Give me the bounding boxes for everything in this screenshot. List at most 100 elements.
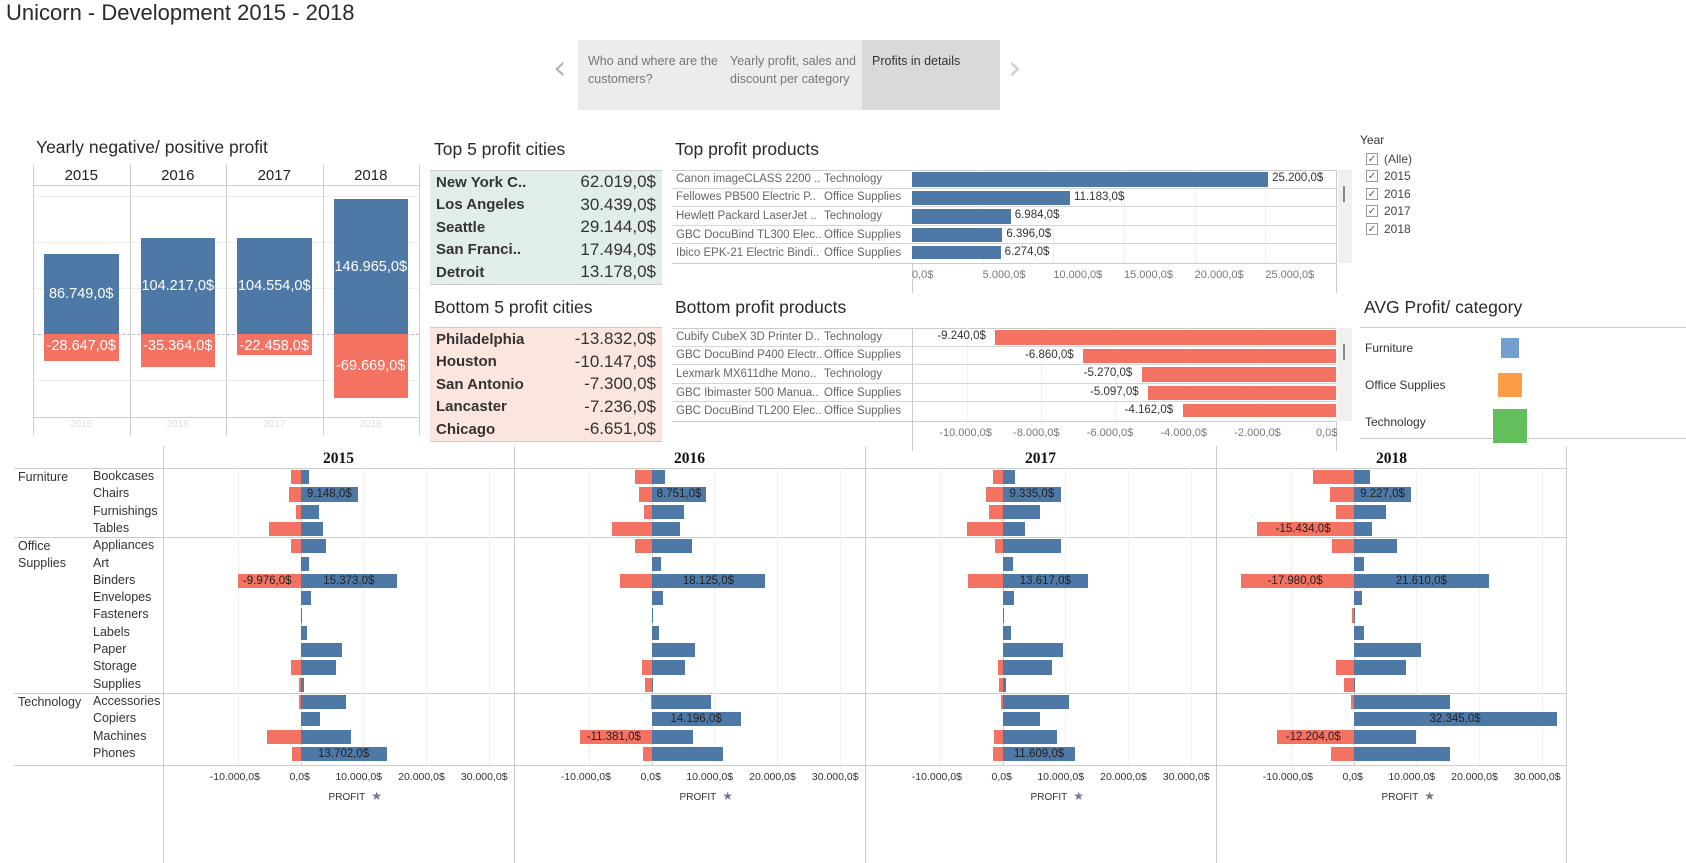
year-filter-option[interactable]: ✓ 2017 (1366, 203, 1412, 221)
subcategory-label: Chairs (93, 486, 130, 501)
product-category: Office Supplies (824, 191, 902, 204)
positive-profit-bar (651, 625, 660, 640)
positive-profit-bar: 146.965,0$ (333, 198, 408, 335)
rows-viewport: Cubify CubeX 3D Printer D.. Technology -9.… (672, 328, 1336, 417)
product-row: Ibico EPK-21 Electric Bindi.. Office Supp… (672, 244, 1336, 259)
city-profit-value: 62.019,0$ (580, 172, 656, 192)
city-row: Los Angeles 30.439,0$ (430, 194, 662, 217)
checkbox-checked-icon[interactable]: ✓ (1366, 205, 1378, 218)
negative-profit-bar (289, 487, 301, 502)
year-filter-option[interactable]: ✓ 2016 (1366, 185, 1412, 203)
table-bottom-border (672, 421, 1336, 422)
gridline (714, 468, 716, 766)
checkbox-checked-icon[interactable]: ✓ (1366, 152, 1378, 165)
product-row: GBC Ibimaster 500 Manua.. Office Supplies (672, 384, 1336, 403)
positive-profit-bar (300, 504, 319, 519)
year-filter-option[interactable]: ✓ (Alle) (1366, 150, 1412, 168)
pin-icon[interactable]: ★ (1424, 789, 1435, 804)
city-profit-value: -7.300,0$ (584, 374, 656, 394)
gridline (363, 468, 365, 766)
pin-icon[interactable]: ★ (722, 789, 733, 804)
category-label: Technology (18, 694, 82, 709)
bar-value-label: -35.364,0$ (143, 338, 213, 355)
negative-profit-bar: -35.364,0$ (140, 334, 215, 367)
story-tab-yearly-profit[interactable]: Yearly profit, sales and discount per ca… (720, 40, 870, 110)
product-name: Cubify CubeX 3D Printer D.. (676, 330, 820, 343)
x-tick-label: 30.000,0$ (460, 771, 508, 784)
city-row: San Antonio -7.300,0$ (430, 373, 662, 396)
gridline (1479, 468, 1481, 766)
negative-profit-bar (1000, 694, 1003, 710)
subcategory-label: Appliances (93, 538, 155, 553)
city-name: Houston (436, 353, 497, 371)
negative-profit-bar (998, 660, 1003, 675)
x-tick-label: -10.000,0$ (1262, 771, 1313, 784)
subcategory-label: Fasteners (93, 607, 149, 622)
bottom-cities-title: Bottom 5 profit cities (434, 297, 593, 317)
gridline (1124, 170, 1125, 263)
positive-profit-bar (651, 504, 684, 519)
subcategory-label: Binders (93, 572, 136, 587)
bar-value-label: -9.240,0$ (937, 330, 986, 342)
year-footer-label: 2018 (359, 419, 382, 430)
scrollbar-thumb[interactable] (1343, 186, 1345, 202)
positive-profit-bar (1353, 677, 1356, 692)
pin-icon[interactable]: ★ (371, 789, 382, 804)
negative-profit-bar (1335, 504, 1354, 519)
negative-profit-bar (296, 504, 301, 519)
category-label: Furniture (18, 470, 69, 484)
checkbox-checked-icon[interactable]: ✓ (1366, 187, 1378, 200)
bar-value-label: 13.702,0$ (317, 747, 370, 760)
x-tick-label: 0,0$ (912, 269, 934, 281)
bar-value-label: -4.162,0$ (1124, 404, 1174, 417)
pin-icon[interactable]: ★ (1073, 789, 1084, 804)
story-tab-profits-details[interactable]: Profits in details (862, 40, 1000, 110)
chevron-right-icon[interactable]: › (1008, 48, 1022, 88)
plot-left-axis (912, 328, 913, 451)
subcategory-label: Art (93, 555, 109, 570)
checkbox-checked-icon[interactable]: ✓ (1366, 222, 1378, 235)
chevron-left-icon[interactable]: ‹ (553, 48, 567, 88)
x-axis-title-text: PROFIT (1030, 792, 1068, 804)
positive-profit-bar (300, 729, 352, 744)
negative-profit-bar (1141, 367, 1336, 382)
negative-profit-bar (1312, 470, 1354, 485)
x-axis-title: PROFIT ★ (1382, 789, 1435, 803)
x-axis-title-text: PROFIT (328, 792, 366, 804)
product-row: GBC DocuBind P400 Electr.. Office Supplie… (672, 347, 1336, 366)
negative-profit-bar (992, 470, 1003, 485)
subcategory-label: Storage (93, 659, 137, 674)
negative-profit-bar: -12.204,0$ (1276, 729, 1354, 744)
checkbox-checked-icon[interactable]: ✓ (1366, 170, 1378, 183)
positive-profit-bar (651, 643, 695, 658)
positive-profit-bar: 13.702,0$ (300, 746, 387, 762)
year-filter-option[interactable]: ✓ 2015 (1366, 168, 1412, 186)
bar-value-label: 9.335,0$ (1009, 488, 1055, 501)
city-row: Philadelphia -13.832,0$ (430, 328, 662, 351)
bar-value-label: 6.396,0$ (1006, 227, 1052, 240)
scrollbar-thumb[interactable] (1343, 344, 1345, 360)
x-tick-label: 20.000,0$ (1194, 269, 1244, 281)
scrollbar-track[interactable] (1338, 170, 1352, 263)
table-bottom-border (672, 263, 1336, 264)
negative-profit-bar (612, 521, 652, 537)
gridline (1053, 170, 1055, 263)
city-row: Lancaster -7.236,0$ (430, 396, 662, 419)
positive-profit-bar (651, 591, 664, 606)
city-name: New York C.. (436, 173, 527, 191)
negative-profit-bar (639, 487, 652, 502)
scrollbar-track[interactable] (1338, 328, 1352, 421)
city-profit-value: 17.494,0$ (580, 239, 656, 259)
positive-profit-bar: 104.217,0$ (140, 238, 215, 335)
panel-divider (1566, 446, 1567, 863)
bar-value-label: 21.610,0$ (1395, 574, 1447, 587)
city-row: Seattle 29.144,0$ (430, 216, 662, 239)
negative-profit-bar (995, 330, 1336, 345)
product-category: Office Supplies (824, 247, 902, 259)
year-filter: Year ✓ (Alle) ✓ 2015 ✓ 2016 ✓ 2017 ✓ 2018 (1360, 133, 1412, 238)
x-tick-label: 20.000,0$ (1451, 771, 1498, 784)
story-tab-customers[interactable]: Who and where are the customers? (578, 40, 728, 110)
gridline (1041, 328, 1043, 421)
x-tick-label: 0,0$ (289, 771, 310, 784)
year-filter-option[interactable]: ✓ 2018 (1366, 220, 1412, 238)
